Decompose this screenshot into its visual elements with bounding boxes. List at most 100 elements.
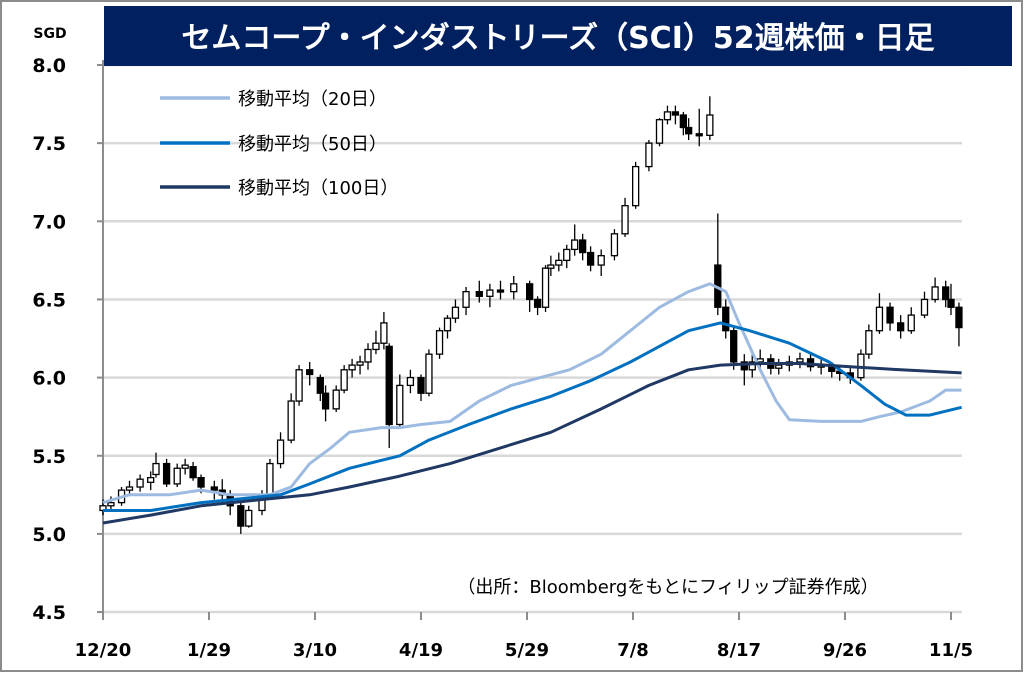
ma-line-2 <box>102 362 962 525</box>
candle <box>655 118 664 147</box>
candle <box>875 293 884 334</box>
ma-line-0 <box>102 282 962 505</box>
candle <box>406 369 415 394</box>
candle <box>276 432 285 469</box>
legend-label: 移動平均（100日） <box>238 178 398 199</box>
candle <box>907 307 915 334</box>
title-banner <box>104 6 1012 66</box>
legend-item: 移動平均（20日） <box>160 89 387 110</box>
candle <box>955 302 963 347</box>
candle <box>496 280 505 300</box>
y-tick-label: 7.5 <box>32 133 66 155</box>
candle <box>364 343 372 370</box>
candle <box>356 355 364 375</box>
candle <box>920 291 929 319</box>
candle <box>663 105 672 125</box>
x-tick-label: 3/10 <box>293 640 337 661</box>
candle <box>947 283 955 316</box>
x-tick-label: 9/26 <box>823 640 867 661</box>
candle <box>210 480 218 500</box>
candle <box>147 471 155 491</box>
candle <box>931 277 939 303</box>
candle <box>266 458 274 497</box>
y-tick-label: 5.0 <box>32 524 66 546</box>
x-tick-label: 8/17 <box>717 640 761 661</box>
candle <box>740 354 748 386</box>
candle <box>886 302 894 331</box>
candle <box>555 252 563 272</box>
x-tick-label: 4/19 <box>399 640 443 661</box>
y-tick-label: 5.5 <box>32 446 66 468</box>
candle <box>685 118 693 141</box>
candle <box>287 393 295 444</box>
candle <box>306 361 314 386</box>
y-tick-label: 6.0 <box>32 368 66 390</box>
source-note: （出所：Bloombergをもとにフィリップ証券作成） <box>457 577 878 598</box>
x-tick-labels: 12/20 1/29 3/10 4/19 5/29 7/8 8/17 9/26 11/5 <box>75 612 973 661</box>
candle <box>645 140 653 172</box>
candle <box>321 385 330 422</box>
candle <box>245 505 253 528</box>
candle <box>380 311 388 350</box>
legend-item: 移動平均（50日） <box>160 134 387 155</box>
candle <box>775 358 783 375</box>
candle <box>610 229 619 261</box>
candle <box>571 224 579 256</box>
x-tick-label: 1/29 <box>187 640 231 661</box>
candle <box>541 265 550 312</box>
candle <box>340 365 348 394</box>
x-tick-label: 11/5 <box>929 640 973 661</box>
candle <box>189 462 197 481</box>
x-tick-label: 7/8 <box>617 640 649 661</box>
candle <box>136 474 144 492</box>
legend-label: 移動平均（20日） <box>238 89 387 110</box>
candle <box>181 458 189 475</box>
candle <box>316 374 324 402</box>
candle <box>597 249 605 277</box>
legend-item: 移動平均（100日） <box>160 178 398 199</box>
candle <box>396 374 404 428</box>
candle <box>586 246 595 272</box>
candle <box>579 233 587 261</box>
candle <box>475 280 483 303</box>
candle <box>417 374 425 402</box>
y-tick-label: 6.5 <box>32 289 66 311</box>
candle <box>162 458 171 488</box>
candle <box>632 161 640 209</box>
candle <box>451 299 460 323</box>
y-tick-label: 8.0 <box>32 55 66 77</box>
candle <box>730 327 738 370</box>
candle <box>671 105 680 125</box>
chart-title: セムコープ・インダストリーズ（SCI）52週株価・日足 <box>181 21 934 56</box>
candle <box>152 452 160 478</box>
candle <box>425 349 433 397</box>
candle <box>857 349 865 381</box>
candle <box>942 280 950 308</box>
candle <box>796 352 804 369</box>
candle <box>462 286 470 316</box>
candle <box>621 197 629 237</box>
candle <box>695 108 703 147</box>
candle <box>372 330 380 355</box>
y-tick-label: 4.5 <box>32 602 66 624</box>
legend: 移動平均（20日） 移動平均（50日） 移動平均（100日） <box>160 89 398 199</box>
candle <box>173 463 181 488</box>
candle <box>443 315 452 339</box>
candle <box>679 111 687 136</box>
candle <box>533 296 542 316</box>
candle <box>748 354 756 378</box>
candle <box>547 255 555 277</box>
candle <box>706 96 714 141</box>
y-tick-labels: 8.0 7.5 7.0 6.5 6.0 5.5 5.0 4.5 <box>32 55 66 624</box>
moving-average-lines <box>102 282 962 525</box>
y-axis-unit: SGD <box>33 26 66 42</box>
candle <box>526 280 534 312</box>
candle <box>510 276 518 300</box>
candle <box>348 358 356 378</box>
candle <box>332 385 340 412</box>
candle <box>486 283 494 308</box>
candle <box>563 244 571 269</box>
candlesticks <box>99 96 963 534</box>
